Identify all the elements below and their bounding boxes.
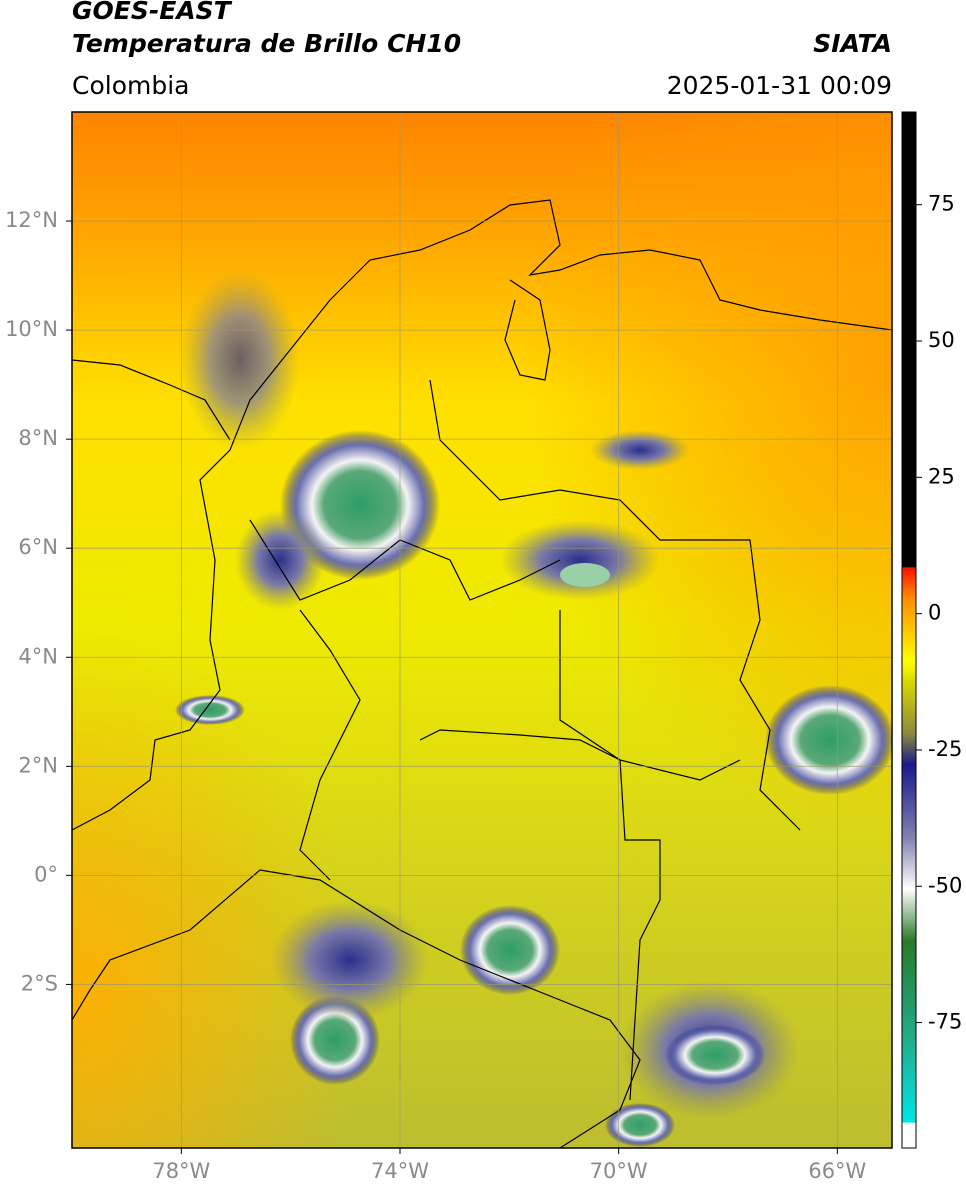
colorbar-tick-label: 75 (928, 192, 955, 216)
colorbar-tick-label: 0 (928, 601, 941, 625)
y-tick-label: 12°N (5, 208, 58, 232)
x-tick-label: 74°W (371, 1159, 429, 1183)
y-tick-label: 4°N (18, 644, 58, 668)
y-tick-label: 0° (34, 862, 58, 886)
y-tick-label: 8°N (18, 426, 58, 450)
y-tick-label: 2°S (21, 971, 58, 995)
satellite-image (72, 112, 892, 1148)
region: Colombia (72, 71, 189, 100)
map-frame (71, 111, 893, 1149)
colorbar (901, 111, 917, 1149)
x-tick-label: 78°W (152, 1159, 210, 1183)
x-tick-label: 70°W (590, 1159, 648, 1183)
source: SIATA (813, 29, 892, 58)
title: GOES-EAST (72, 0, 233, 25)
subtitle: Temperatura de Brillo CH10 (72, 29, 461, 58)
y-tick-label: 6°N (18, 535, 58, 559)
colorbar-tick-label: 25 (928, 464, 955, 488)
colorbar-tick-label: -50 (928, 873, 962, 897)
colorbar-tick-label: -75 (928, 1010, 962, 1034)
x-tick-label: 66°W (808, 1159, 866, 1183)
colorbar-tick-label: 50 (928, 328, 955, 352)
y-tick-label: 10°N (5, 317, 58, 341)
y-tick-label: 2°N (18, 753, 58, 777)
datetime: 2025-01-31 00:09 (667, 71, 892, 100)
colorbar-tick-label: -25 (928, 737, 962, 761)
